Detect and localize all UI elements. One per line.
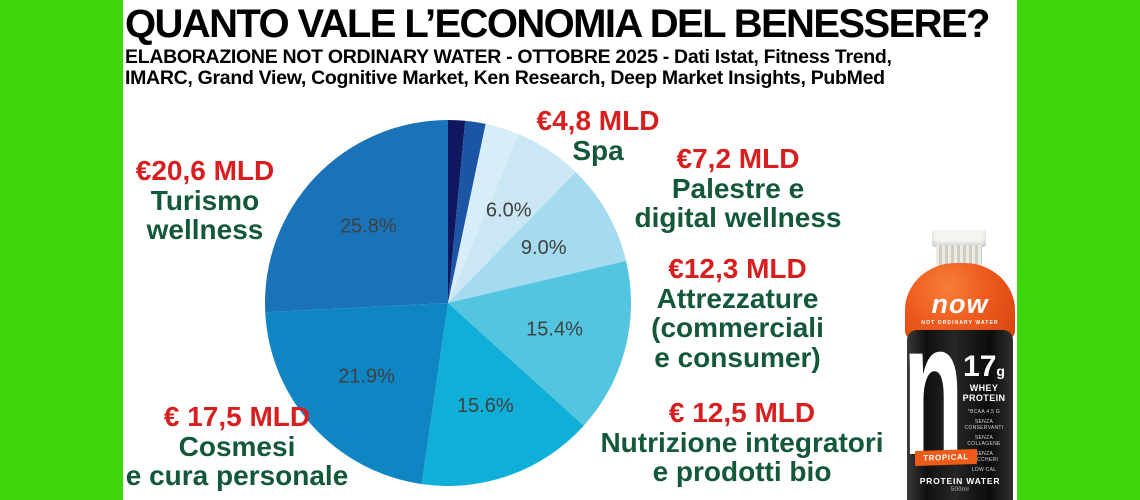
callout-category: Turismo: [150, 184, 260, 216]
callout-amount: € 17,5 MLD: [163, 401, 311, 432]
callout-category: Palestre e: [671, 172, 805, 204]
pie-slice-nutrizione-integratori-e-prodotti-bio: [421, 303, 584, 486]
brand-tagline: NOT ORDINARY WATER: [921, 319, 999, 326]
product-bottle: now NOT ORDINARY WATER n 17g WHEY PROTEI…: [903, 230, 1015, 500]
pie-percentage-label: 25.8%: [340, 215, 397, 237]
protein-quantity: 17g: [963, 350, 1005, 383]
claim-item: LOW CAL: [971, 467, 997, 474]
callout-category: Spa: [572, 134, 624, 166]
brand-logo: now: [931, 288, 989, 319]
product-volume: 500ml: [950, 487, 970, 493]
callout-category: Attrezzature: [656, 282, 819, 314]
green-border-left: [0, 0, 123, 500]
claim-item: *BCAA 4,5 g: [967, 409, 1001, 416]
callout-category: (commerciali: [651, 312, 824, 344]
callout-attrezzature: €12,3 MLD Attrezzature (commerciali e co…: [590, 254, 885, 373]
callout-category: Nutrizione integratori: [600, 426, 884, 458]
bottle-shoulder: now NOT ORDINARY WATER: [905, 263, 1015, 339]
subtitle-line-2: IMARC, Grand View, Cognitive Market, Ken…: [125, 67, 885, 89]
pie-slice-cosmesi-e-cura-personale: [265, 303, 448, 485]
product-name: PROTEIN WATER: [919, 476, 1001, 486]
callout-category: e prodotti bio: [652, 456, 832, 488]
header: QUANTO VALE L’ECONOMIA DEL BENESSERE? EL…: [125, 4, 1020, 89]
protein-type: WHEY PROTEIN: [962, 383, 1006, 404]
callout-amount: € 12,5 MLD: [668, 397, 816, 428]
pie-slice-spa: [448, 134, 576, 303]
callout-category: wellness: [146, 214, 264, 246]
flavor-badge: TROPICAL: [915, 448, 977, 467]
pie-percentage-label: 21.9%: [338, 365, 395, 387]
pie-slice-unlabeled-0: [448, 120, 466, 303]
callout-category: e cura personale: [125, 460, 349, 492]
callout-amount: €12,3 MLD: [668, 253, 807, 284]
callout-turismo: €20,6 MLD Turismo wellness: [80, 156, 330, 245]
claim-item: SENZA COLLAGENE: [967, 435, 1001, 448]
bottle-body: n 17g WHEY PROTEIN *BCAA 4,5 g SENZA CON…: [903, 294, 1013, 500]
claims-list: *BCAA 4,5 g SENZA CONSERVANTI SENZA COLL…: [957, 409, 1011, 473]
bottle-cap: [932, 230, 986, 247]
callout-category: e consumer): [654, 342, 821, 374]
callout-cosmesi: € 17,5 MLD Cosmesi e cura personale: [82, 402, 392, 491]
callout-nutrizione: € 12,5 MLD Nutrizione integratori e prod…: [557, 398, 927, 487]
pie-percentage-label: 15.6%: [457, 395, 514, 417]
subtitle-line-1: ELABORAZIONE NOT ORDINARY WATER - OTTOBR…: [125, 46, 892, 68]
callout-palestre: €7,2 MLD Palestre e digital wellness: [593, 144, 883, 233]
bottle-label-column: 17g WHEY PROTEIN *BCAA 4,5 g SENZA CONSE…: [957, 352, 1011, 477]
green-border-right: [1017, 0, 1140, 500]
callout-category: Cosmesi: [178, 430, 296, 462]
pie-slice-unlabeled-1: [448, 120, 486, 303]
callout-spa: €4,8 MLD Spa: [468, 106, 728, 165]
pie-slice-turismo-wellness: [265, 120, 448, 313]
pie-slice-attrezzature-commerciali-e-consumer: [448, 260, 631, 426]
callout-amount: €4,8 MLD: [536, 105, 660, 136]
pie-percentage-label: 6.0%: [486, 200, 532, 222]
wellness-pie-chart: 6.0% 9.0% 15.4% 15.6% 21.9% 25.8%: [265, 120, 631, 486]
pie-slice-unlabeled-2: [448, 123, 519, 303]
callout-amount: €7,2 MLD: [676, 143, 800, 174]
pie-percentage-label: 9.0%: [521, 237, 567, 259]
claim-item: SENZA CONSERVANTI: [964, 419, 1004, 432]
callout-amount: €20,6 MLD: [135, 155, 275, 186]
claim-item: SENZA ZUCCHERI: [969, 451, 999, 464]
pie-slice-palestre-e-digital-wellness: [448, 171, 627, 303]
pie-percentage-label: 15.4%: [526, 319, 583, 341]
bottle-neck: [936, 245, 982, 266]
callout-category: digital wellness: [634, 202, 842, 234]
page-title: QUANTO VALE L’ECONOMIA DEL BENESSERE?: [125, 2, 990, 46]
